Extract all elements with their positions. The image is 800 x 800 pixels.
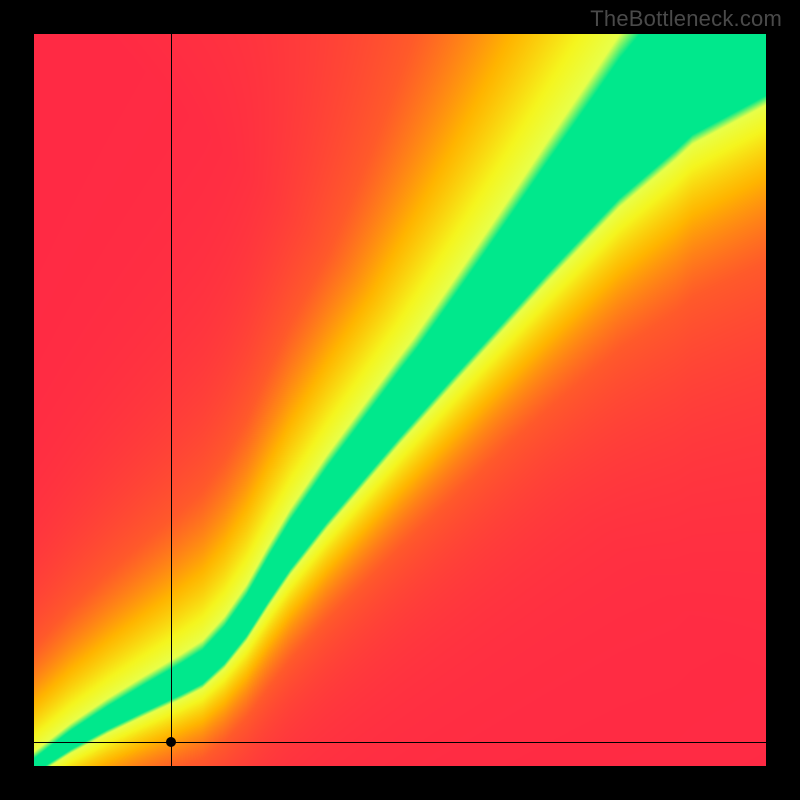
chart-container: TheBottleneck.com bbox=[0, 0, 800, 800]
marker-dot bbox=[166, 737, 176, 747]
watermark-text: TheBottleneck.com bbox=[590, 6, 782, 32]
heatmap-canvas bbox=[34, 34, 766, 766]
crosshair-vertical bbox=[171, 34, 172, 766]
heatmap-plot-area bbox=[34, 34, 766, 766]
crosshair-horizontal bbox=[34, 742, 766, 743]
